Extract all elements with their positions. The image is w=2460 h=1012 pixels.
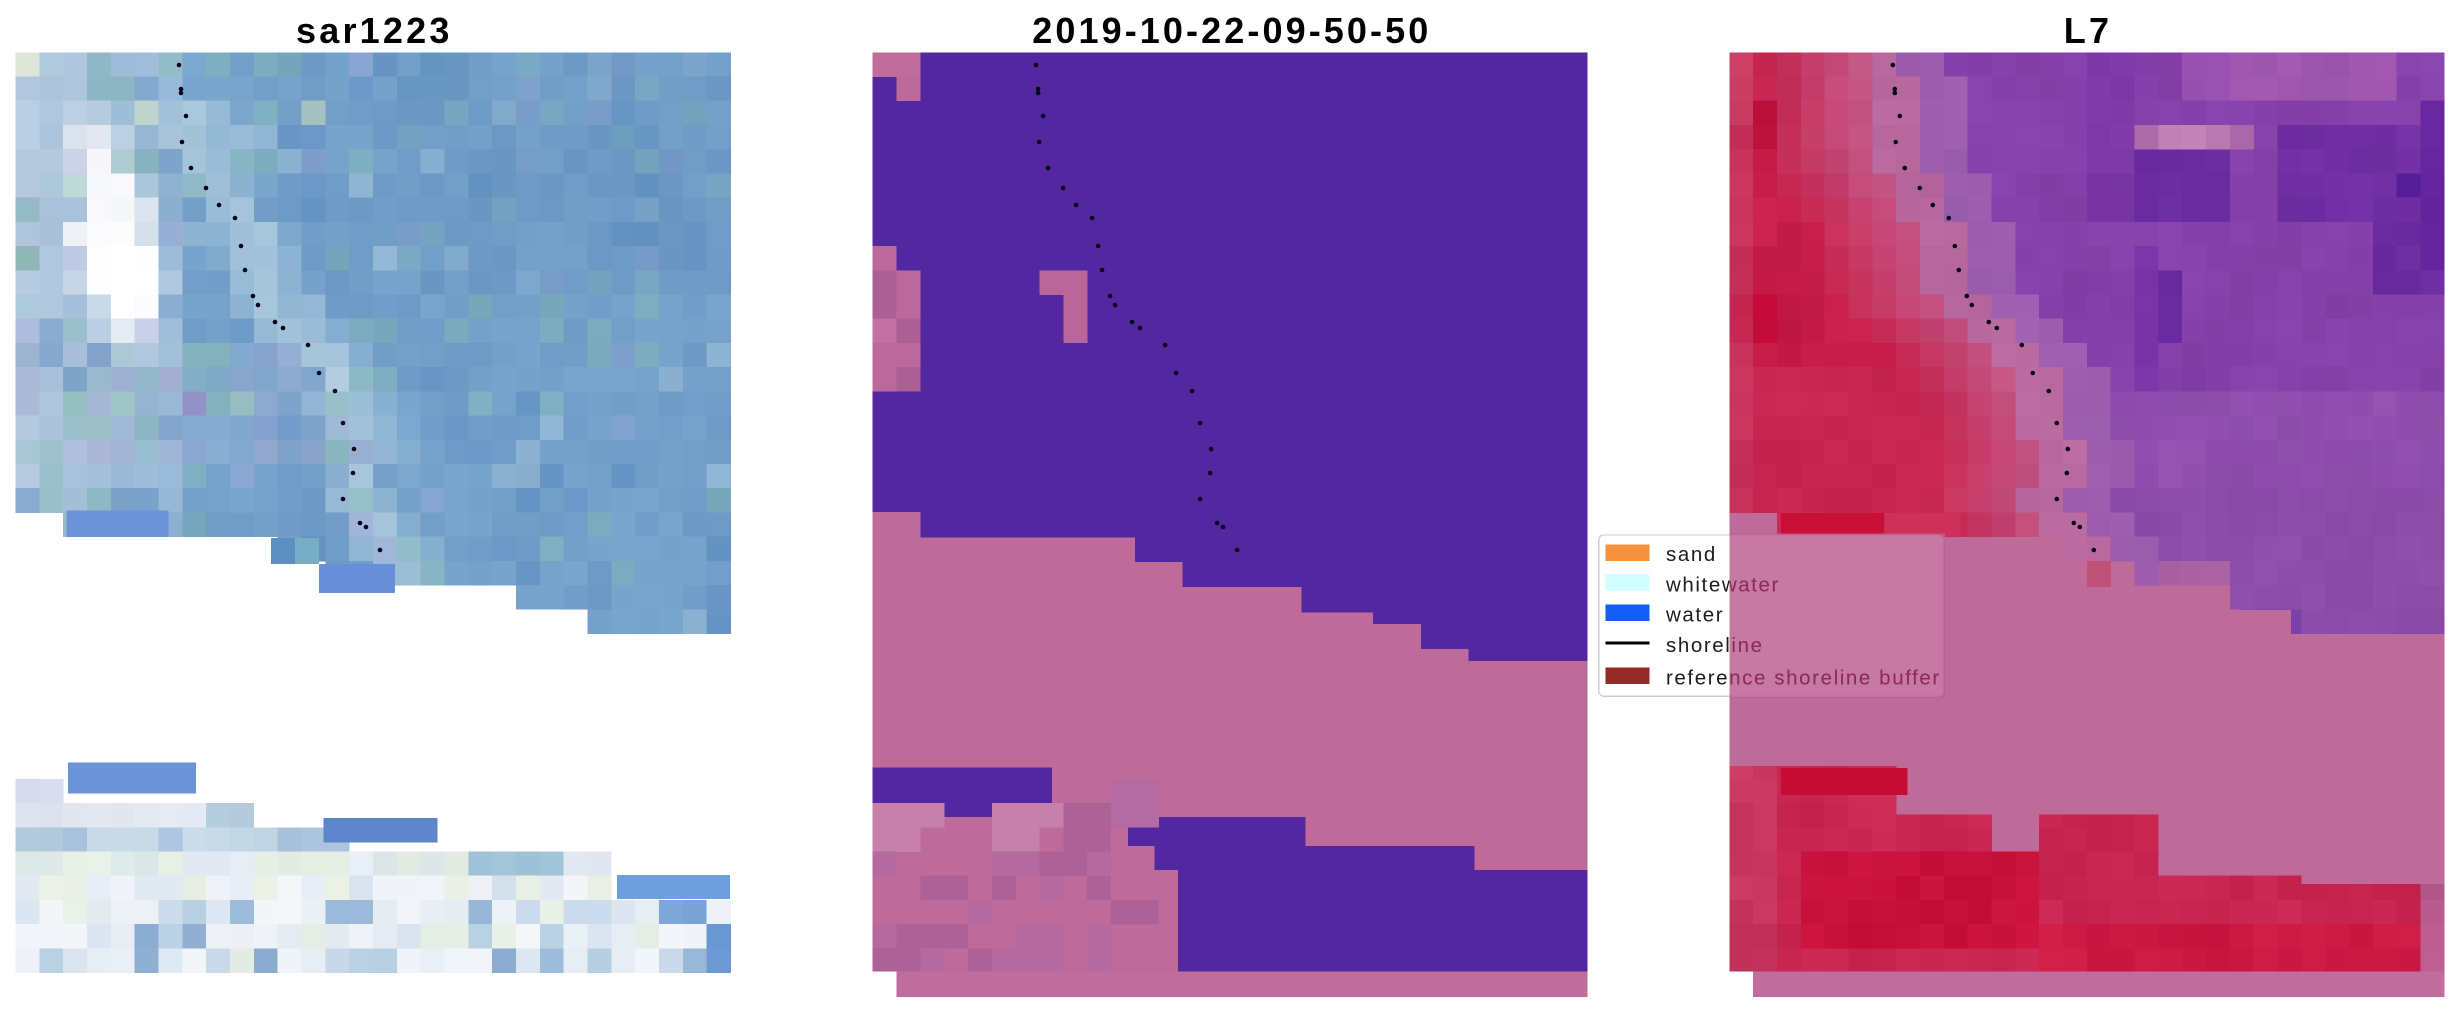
svg-text:L7: L7 bbox=[2064, 10, 2112, 51]
svg-text:sar1223: sar1223 bbox=[296, 10, 453, 51]
svg-text:whitewater: whitewater bbox=[1665, 573, 1780, 596]
svg-text:2019-10-22-09-50-50: 2019-10-22-09-50-50 bbox=[1032, 10, 1431, 51]
svg-text:water: water bbox=[1665, 604, 1724, 627]
svg-text:sand: sand bbox=[1666, 543, 1717, 566]
svg-text:shoreline: shoreline bbox=[1666, 634, 1764, 657]
svg-text:reference shoreline buffer: reference shoreline buffer bbox=[1666, 667, 1941, 690]
